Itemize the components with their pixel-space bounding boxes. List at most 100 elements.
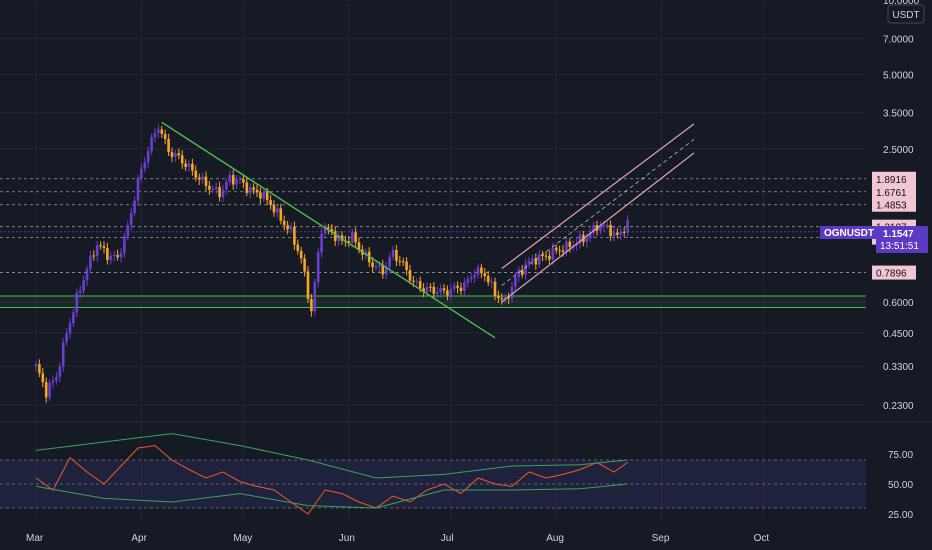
candle-body[interactable]: [153, 132, 157, 138]
candle-body[interactable]: [191, 163, 194, 171]
candle-body[interactable]: [497, 295, 500, 299]
candle-body[interactable]: [269, 200, 272, 205]
candle-body[interactable]: [599, 226, 602, 231]
price-axis[interactable]: 1.89161.67611.48531.21071.09310.789610.0…: [872, 0, 920, 412]
candle-body[interactable]: [82, 280, 85, 291]
candle-body[interactable]: [418, 281, 422, 289]
candle-body[interactable]: [262, 192, 266, 199]
candle-body[interactable]: [279, 208, 283, 221]
candle-body[interactable]: [133, 200, 136, 214]
candle-body[interactable]: [129, 213, 133, 226]
candle-body[interactable]: [609, 224, 612, 237]
candle-body[interactable]: [51, 380, 55, 383]
candle-body[interactable]: [354, 232, 357, 243]
candle-body[interactable]: [272, 204, 276, 213]
candle-body[interactable]: [299, 250, 303, 259]
candle-body[interactable]: [412, 280, 415, 282]
candle-body[interactable]: [391, 249, 395, 257]
candle-body[interactable]: [259, 192, 262, 199]
candle-body[interactable]: [320, 233, 323, 253]
candle-body[interactable]: [520, 269, 524, 275]
candle-body[interactable]: [238, 179, 242, 181]
candle-body[interactable]: [163, 133, 167, 139]
rsi-pane[interactable]: [0, 433, 866, 515]
channel-lower-line[interactable]: [501, 152, 695, 303]
candle-body[interactable]: [282, 220, 286, 226]
candle-body[interactable]: [459, 287, 463, 292]
candle-body[interactable]: [313, 282, 317, 312]
candle-body[interactable]: [425, 286, 429, 292]
candle-body[interactable]: [123, 236, 126, 254]
candle-body[interactable]: [255, 189, 259, 193]
candle-body[interactable]: [34, 364, 38, 367]
candle-body[interactable]: [75, 293, 79, 313]
candle-body[interactable]: [531, 258, 534, 261]
drawings[interactable]: [161, 121, 695, 339]
channel-upper-line[interactable]: [501, 123, 695, 269]
candle-body[interactable]: [316, 252, 320, 283]
candle-body[interactable]: [483, 273, 487, 277]
candle-body[interactable]: [605, 224, 609, 226]
candle-body[interactable]: [493, 281, 497, 296]
candle-body[interactable]: [395, 249, 398, 261]
candle-body[interactable]: [405, 261, 408, 271]
candle-body[interactable]: [41, 373, 45, 383]
candle-body[interactable]: [381, 264, 385, 275]
candle-body[interactable]: [442, 288, 446, 291]
candle-body[interactable]: [337, 235, 340, 241]
candle-body[interactable]: [602, 225, 606, 227]
candle-body[interactable]: [503, 297, 507, 300]
candle-body[interactable]: [177, 153, 181, 156]
candle-body[interactable]: [422, 288, 425, 292]
candle-body[interactable]: [174, 153, 177, 157]
candle-body[interactable]: [432, 286, 436, 294]
candle-body[interactable]: [588, 232, 592, 239]
candle-body[interactable]: [500, 298, 504, 300]
candle-body[interactable]: [323, 227, 327, 234]
rsi-line[interactable]: [35, 445, 628, 515]
candle-body[interactable]: [568, 241, 572, 248]
candle-body[interactable]: [401, 261, 405, 263]
candle-body[interactable]: [463, 282, 466, 292]
candle-body[interactable]: [211, 188, 215, 190]
candle-body[interactable]: [619, 231, 623, 235]
candle-body[interactable]: [286, 225, 289, 230]
candle-body[interactable]: [541, 254, 544, 256]
candle-body[interactable]: [228, 175, 232, 182]
candle-body[interactable]: [612, 232, 616, 237]
candle-body[interactable]: [180, 155, 184, 164]
candle-body[interactable]: [157, 129, 160, 133]
candle-body[interactable]: [578, 234, 582, 244]
candle-body[interactable]: [347, 241, 351, 243]
candle-body[interactable]: [187, 163, 191, 167]
candle-body[interactable]: [265, 192, 269, 201]
candle-body[interactable]: [252, 187, 255, 190]
candle-body[interactable]: [452, 285, 456, 289]
candle-body[interactable]: [340, 235, 344, 241]
candle-body[interactable]: [276, 208, 279, 213]
candle-body[interactable]: [446, 290, 449, 296]
rsi-lower-band[interactable]: [35, 483, 628, 509]
candle-body[interactable]: [439, 288, 442, 293]
candle-body[interactable]: [514, 277, 517, 287]
candle-body[interactable]: [551, 247, 555, 260]
candle-body[interactable]: [480, 267, 483, 274]
descending-trendline[interactable]: [161, 121, 496, 339]
candle-body[interactable]: [44, 382, 48, 398]
candle-body[interactable]: [310, 298, 313, 312]
candle-body[interactable]: [102, 246, 106, 248]
candle-body[interactable]: [214, 186, 218, 189]
candle-body[interactable]: [150, 137, 153, 151]
candle-body[interactable]: [38, 364, 41, 374]
candle-body[interactable]: [544, 255, 548, 257]
candle-body[interactable]: [616, 232, 619, 235]
candle-body[interactable]: [350, 232, 354, 243]
candle-body[interactable]: [378, 264, 381, 267]
candle-body[interactable]: [374, 266, 378, 268]
candle-body[interactable]: [65, 333, 68, 343]
candle-body[interactable]: [48, 382, 51, 398]
candle-body[interactable]: [510, 286, 514, 299]
candle-body[interactable]: [371, 262, 374, 268]
currency-label[interactable]: USDT: [887, 4, 925, 24]
